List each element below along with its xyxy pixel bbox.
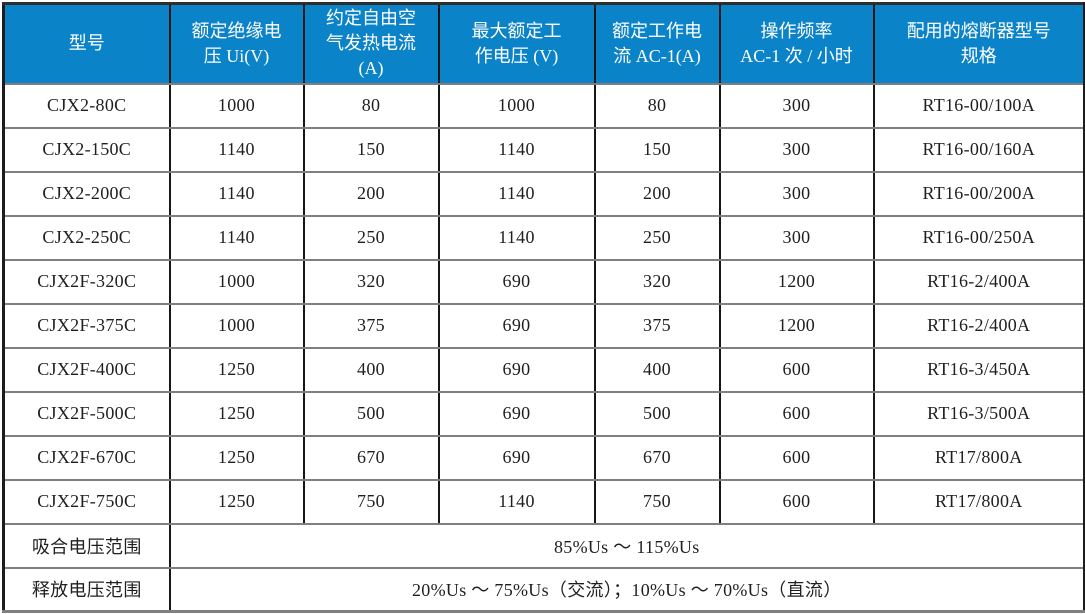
table-cell: 1250 xyxy=(168,478,305,525)
table-cell: 400 xyxy=(593,346,721,393)
table-row: CJX2F-375C 1000 375 690 375 1200 RT16-2/400A xyxy=(2,302,1085,349)
table-cell: 1140 xyxy=(437,478,596,525)
table-cell: 1140 xyxy=(168,170,305,217)
table-cell: 690 xyxy=(437,258,596,305)
table-cell: CJX2F-400C xyxy=(2,346,171,393)
table-cell: RT16-3/450A xyxy=(872,346,1085,393)
table-cell: 300 xyxy=(718,170,875,217)
table-cell: 320 xyxy=(302,258,440,305)
table-cell: 1140 xyxy=(437,126,596,173)
table-cell: RT16-00/200A xyxy=(872,170,1085,217)
table-cell: 150 xyxy=(593,126,721,173)
table-cell: 300 xyxy=(718,214,875,261)
column-header-operating-frequency: 操作频率 AC-1 次 / 小时 xyxy=(718,2,875,85)
table-cell: 250 xyxy=(593,214,721,261)
table-cell: RT16-00/250A xyxy=(872,214,1085,261)
column-header-max-rated-working-voltage: 最大额定工 作电压 (V) xyxy=(437,2,596,85)
table-cell: 750 xyxy=(302,478,440,525)
table-cell: 1250 xyxy=(168,434,305,481)
table-cell: CJX2F-670C xyxy=(2,434,171,481)
column-header-model: 型号 xyxy=(2,2,171,85)
table-cell: 250 xyxy=(302,214,440,261)
table-cell: RT16-00/100A xyxy=(872,82,1085,129)
table-cell: CJX2-250C xyxy=(2,214,171,261)
table-cell: 600 xyxy=(718,390,875,437)
table-cell: 500 xyxy=(302,390,440,437)
table-row: CJX2F-320C 1000 320 690 320 1200 RT16-2/400A xyxy=(2,258,1085,305)
footer-label: 释放电压范围 xyxy=(2,566,171,613)
table-cell: RT16-3/500A xyxy=(872,390,1085,437)
table-row: CJX2F-670C 1250 670 690 670 600 RT17/800A xyxy=(2,434,1085,481)
table-cell: 1250 xyxy=(168,346,305,393)
table-cell: 80 xyxy=(593,82,721,129)
table-cell: 1000 xyxy=(168,82,305,129)
table-cell: 600 xyxy=(718,346,875,393)
table-cell: CJX2-80C xyxy=(2,82,171,129)
table-cell: 200 xyxy=(593,170,721,217)
table-cell: 1140 xyxy=(168,126,305,173)
table-row: CJX2-250C 1140 250 1140 250 300 RT16-00/250A xyxy=(2,214,1085,261)
table-cell: CJX2F-375C xyxy=(2,302,171,349)
table-cell: CJX2-200C xyxy=(2,170,171,217)
table-row: CJX2F-750C 1250 750 1140 750 600 RT17/800A xyxy=(2,478,1085,525)
table-cell: CJX2F-320C xyxy=(2,258,171,305)
table-cell: RT16-00/160A xyxy=(872,126,1085,173)
table-cell: 300 xyxy=(718,82,875,129)
table-cell: RT17/800A xyxy=(872,478,1085,525)
table-cell: 1000 xyxy=(168,258,305,305)
table-cell: 690 xyxy=(437,346,596,393)
table-row: CJX2-200C 1140 200 1140 200 300 RT16-00/200A xyxy=(2,170,1085,217)
table-cell: 1000 xyxy=(168,302,305,349)
table-cell: 1140 xyxy=(437,214,596,261)
table-cell: RT16-2/400A xyxy=(872,258,1085,305)
table-cell: 1000 xyxy=(437,82,596,129)
table-cell: 600 xyxy=(718,434,875,481)
table-row: CJX2-150C 1140 150 1140 150 300 RT16-00/160A xyxy=(2,126,1085,173)
table-cell: 1200 xyxy=(718,258,875,305)
footer-value: 85%Us ～ 115%Us xyxy=(168,522,1085,569)
table-cell: 500 xyxy=(593,390,721,437)
table-cell: RT17/800A xyxy=(872,434,1085,481)
table-cell: 400 xyxy=(302,346,440,393)
table-cell: CJX2F-750C xyxy=(2,478,171,525)
table-cell: 320 xyxy=(593,258,721,305)
table-row: CJX2F-400C 1250 400 690 400 600 RT16-3/450A xyxy=(2,346,1085,393)
table-cell: 690 xyxy=(437,390,596,437)
column-header-matching-fuse-spec: 配用的熔断器型号 规格 xyxy=(872,2,1085,85)
table-cell: CJX2-150C xyxy=(2,126,171,173)
table-cell: RT16-2/400A xyxy=(872,302,1085,349)
table-body: CJX2-80C 1000 80 1000 80 300 RT16-00/100A CJX2-… xyxy=(2,82,1085,525)
table-cell: 690 xyxy=(437,302,596,349)
footer-row: 释放电压范围 20%Us ～ 75%Us（交流）；10%Us ～ 70%Us（直… xyxy=(2,566,1085,613)
table-cell: 750 xyxy=(593,478,721,525)
header-row: 型号 额定绝缘电 压 Ui(V) 约定自由空 气发热电流 (A) 最大额定工 作电压 … xyxy=(2,2,1085,85)
footer-label: 吸合电压范围 xyxy=(2,522,171,569)
table-cell: 300 xyxy=(718,126,875,173)
column-header-rated-working-current-ac1: 额定工作电 流 AC-1(A) xyxy=(593,2,721,85)
table-cell: 375 xyxy=(593,302,721,349)
table-cell: 150 xyxy=(302,126,440,173)
table-cell: 670 xyxy=(593,434,721,481)
table-cell: 690 xyxy=(437,434,596,481)
table-cell: 1250 xyxy=(168,390,305,437)
table-cell: 80 xyxy=(302,82,440,129)
table-cell: 1200 xyxy=(718,302,875,349)
column-header-rated-insulation-voltage: 额定绝缘电 压 Ui(V) xyxy=(168,2,305,85)
column-header-conventional-free-air-thermal-current: 约定自由空 气发热电流 (A) xyxy=(302,2,440,85)
table-cell: 1140 xyxy=(437,170,596,217)
table-cell: 200 xyxy=(302,170,440,217)
table-cell: 1140 xyxy=(168,214,305,261)
table-row: CJX2F-500C 1250 500 690 500 600 RT16-3/500A xyxy=(2,390,1085,437)
table-cell: 375 xyxy=(302,302,440,349)
table-row: CJX2-80C 1000 80 1000 80 300 RT16-00/100A xyxy=(2,82,1085,129)
table-cell: 670 xyxy=(302,434,440,481)
table-cell: CJX2F-500C xyxy=(2,390,171,437)
table-footer: 吸合电压范围 85%Us ～ 115%Us 释放电压范围 20%Us ～ 75%… xyxy=(2,522,1085,613)
footer-row: 吸合电压范围 85%Us ～ 115%Us xyxy=(2,522,1085,569)
table-cell: 600 xyxy=(718,478,875,525)
footer-value: 20%Us ～ 75%Us（交流）；10%Us ～ 70%Us（直流） xyxy=(168,566,1085,613)
